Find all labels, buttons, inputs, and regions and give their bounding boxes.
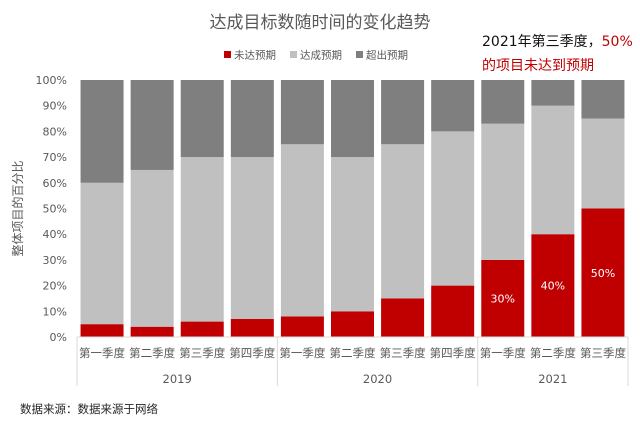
callout-line2: 的项目未达到预期 [482, 58, 594, 74]
y-tick-label: 60% [43, 177, 67, 190]
bar-segment-1 [331, 157, 374, 312]
x-tick-label: 第二季度 [330, 346, 376, 360]
bar-segment-2 [481, 80, 525, 124]
x-tick-label: 第三季度 [179, 346, 225, 360]
x-tick-label: 第三季度 [580, 346, 626, 360]
bar-segment-1 [581, 118, 625, 209]
legend-swatch-0 [224, 51, 231, 58]
legend-swatch-2 [356, 51, 363, 58]
callout-highlight: 50% [601, 34, 633, 50]
y-tick-label: 10% [43, 305, 67, 318]
bar-segment-2 [180, 80, 224, 158]
bar-segment-0 [280, 316, 324, 337]
bar-segment-2 [331, 80, 374, 158]
y-tick-label: 40% [43, 228, 67, 241]
y-tick-label: 50% [43, 203, 67, 216]
bar-segment-1 [381, 144, 425, 299]
bar-segment-2 [581, 80, 625, 119]
bar-segment-2 [80, 80, 124, 183]
x-tick-label: 第一季度 [279, 346, 325, 360]
bar-segment-0 [180, 321, 224, 337]
data-label: 50% [591, 267, 615, 280]
x-tick-label: 第一季度 [79, 346, 125, 360]
bar-segment-2 [531, 80, 575, 106]
y-tick-label: 70% [43, 151, 67, 164]
x-tick-label: 第三季度 [380, 346, 426, 360]
y-tick-label: 80% [43, 125, 67, 138]
data-label: 30% [491, 292, 515, 305]
bar-segment-0 [331, 311, 374, 337]
group-label-0: 2019 [163, 372, 192, 386]
legend-label-0: 未达预期 [234, 50, 276, 62]
x-tick-label: 第二季度 [129, 346, 175, 360]
bar-segment-1 [130, 169, 174, 327]
group-label-2: 2021 [538, 372, 567, 386]
legend-swatch-1 [290, 51, 297, 58]
bar-segment-0 [481, 259, 525, 337]
bar-segment-1 [431, 131, 475, 286]
bar-segment-1 [180, 157, 224, 322]
y-tick-label: 90% [43, 100, 67, 113]
bar-segment-2 [130, 80, 174, 170]
bar-segment-1 [531, 105, 575, 235]
callout-prefix: 2021年第三季度， [482, 34, 602, 50]
callout-annotation: 2021年第三季度，50% 的项目未达到预期 [482, 30, 638, 78]
x-tick-label: 第二季度 [530, 346, 576, 360]
source-note: 数据来源：数据来源于网络 [20, 402, 158, 416]
bar-segment-0 [230, 319, 274, 337]
data-label: 40% [541, 280, 565, 293]
bar-segment-1 [80, 182, 124, 325]
bar-segment-0 [431, 285, 475, 337]
y-tick-label: 0% [50, 331, 67, 344]
bar-segment-1 [230, 157, 274, 320]
bar-segment-2 [381, 80, 425, 145]
group-label-1: 2020 [363, 372, 392, 386]
bar-segment-2 [230, 80, 274, 158]
y-tick-label: 30% [43, 254, 67, 267]
x-tick-label: 第四季度 [229, 346, 275, 360]
y-tick-label: 100% [36, 74, 67, 87]
bar-segment-0 [80, 324, 124, 337]
bar-segment-0 [531, 234, 575, 337]
bar-segment-0 [581, 208, 625, 337]
x-tick-label: 第四季度 [430, 346, 476, 360]
bar-segment-0 [130, 326, 174, 337]
bar-segment-1 [481, 123, 525, 260]
legend-label-2: 超出预期 [366, 49, 408, 62]
chart-title: 达成目标数随时间的变化趋势 [210, 13, 431, 33]
y-tick-label: 20% [43, 280, 67, 293]
bar-segment-1 [280, 144, 324, 317]
legend-label-1: 达成预期 [300, 50, 342, 62]
y-axis-label: 整体项目的百分比 [10, 160, 25, 256]
bar-segment-2 [431, 80, 475, 132]
x-tick-label: 第一季度 [480, 346, 526, 360]
bar-segment-0 [381, 298, 425, 337]
bar-segment-2 [280, 80, 324, 145]
